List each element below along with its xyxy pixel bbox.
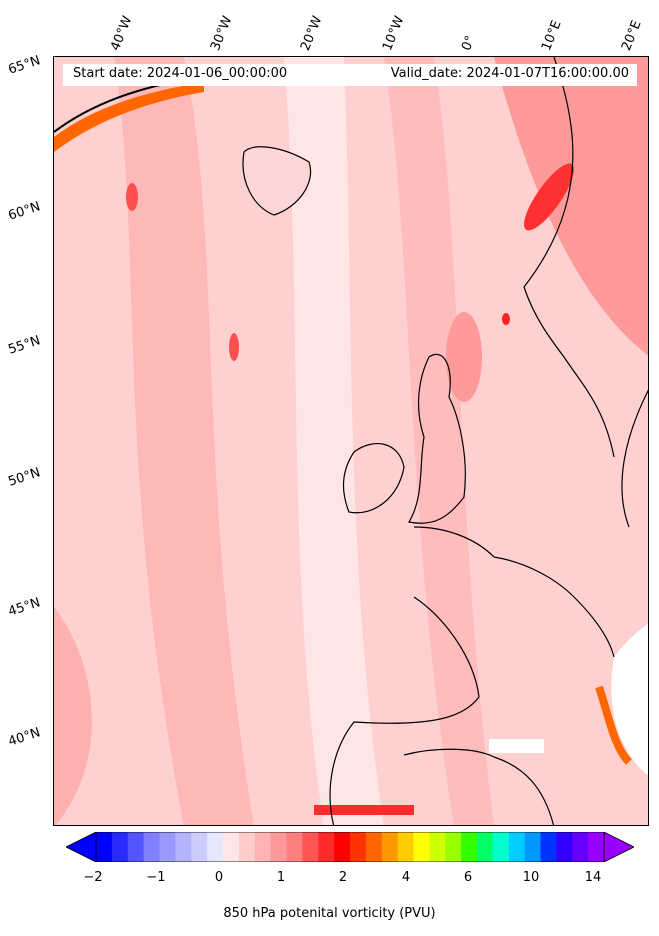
cb-tick-6: 6 <box>463 870 473 885</box>
pv-greenland-ridge <box>54 82 204 152</box>
lon-label-20e: 20°E <box>619 18 645 53</box>
colorbar-swatch <box>318 832 335 862</box>
colorbar-extend-max <box>603 832 634 862</box>
pv-band-east <box>384 57 494 825</box>
colorbar-swatch <box>381 832 399 862</box>
colorbar-extend-min <box>66 832 97 862</box>
header-strip <box>63 64 637 86</box>
colorbar-swatch <box>524 832 541 862</box>
lat-label-45n: 45°N <box>6 595 43 620</box>
pv-band-west <box>114 57 254 825</box>
colorbar-swatch <box>302 832 319 862</box>
iberia-coast <box>329 596 480 825</box>
lon-label-30w: 30°W <box>208 14 236 53</box>
colorbar-swatch <box>556 832 573 862</box>
pv-band-mid <box>284 57 384 825</box>
colorbar-swatch <box>397 832 414 862</box>
pv-spot-northsea <box>502 313 510 325</box>
colorbar-swatch <box>96 832 113 862</box>
lat-label-65n: 65°N <box>6 53 43 78</box>
pv-italy-ridge <box>595 685 632 765</box>
iceland-coast <box>242 146 312 216</box>
africa-mask <box>489 739 544 753</box>
cb-tick-0: 0 <box>214 870 224 885</box>
colorbar-swatch <box>286 832 303 862</box>
ireland-coast <box>343 443 405 514</box>
cb-tick-4: 4 <box>401 870 411 885</box>
colorbar-swatch <box>429 832 446 862</box>
colorbar-frame <box>95 832 605 862</box>
britain-coast <box>408 353 466 524</box>
colorbar-swatch <box>143 832 160 862</box>
cb-tick-10: 10 <box>522 870 540 885</box>
pv-map <box>53 56 649 826</box>
start-date-label: Start date: 2024-01-06_00:00:00 <box>73 66 288 81</box>
cb-tick-2: 2 <box>338 870 348 885</box>
colorbar-swatch <box>223 832 240 862</box>
colorbar-swatch <box>540 832 557 862</box>
pv-max-norway <box>524 163 574 231</box>
pv-band-atlas <box>314 805 414 815</box>
colorbar-swatch <box>508 832 526 862</box>
colorbar-swatch <box>572 832 589 862</box>
pv-max-northsea <box>446 312 482 402</box>
colorbar-swatch <box>191 832 208 862</box>
lat-label-40n: 40°N <box>6 725 43 750</box>
baltic-coast <box>621 389 648 528</box>
pv-spot-central <box>229 333 239 361</box>
pv-band-norway <box>494 57 648 356</box>
colorbar-swatch <box>477 832 494 862</box>
colorbar-swatch <box>445 832 462 862</box>
colorbar-swatch <box>207 832 224 862</box>
lon-label-10w: 10°W <box>380 14 408 53</box>
lon-label-10e: 10°E <box>539 18 565 53</box>
colorbar-swatch <box>492 832 510 862</box>
colorbar-swatch <box>159 832 176 862</box>
lon-label-20w: 20°W <box>298 14 326 53</box>
colorbar-swatch <box>254 832 272 862</box>
colorbar-swatch <box>270 832 287 862</box>
colorbar-swatch <box>334 832 351 862</box>
colorbar-swatch <box>350 832 367 862</box>
colorbar-swatch <box>461 832 478 862</box>
italy-mask <box>611 623 648 776</box>
lat-label-50n: 50°N <box>6 465 43 490</box>
colorbar-swatch <box>127 832 145 862</box>
lat-label-60n: 60°N <box>6 199 43 224</box>
pv-field-svg <box>54 57 648 825</box>
pv-band-sw <box>54 607 92 825</box>
valid-date-label: Valid_date: 2024-01-07T16:00:00.00 <box>390 66 629 81</box>
north-africa-coast <box>403 748 555 825</box>
cb-tick-1: 1 <box>276 870 286 885</box>
colorbar-swatch <box>111 832 129 862</box>
colorbar-swatch <box>365 832 383 862</box>
colorbar-swatch <box>413 832 430 862</box>
lon-label-40w: 40°W <box>108 14 136 53</box>
lon-label-0: 0° <box>459 33 479 53</box>
cb-tick-neg2: −2 <box>83 870 103 885</box>
lat-label-55n: 55°N <box>6 333 43 358</box>
colorbar-swatch <box>238 832 256 862</box>
scandinavia-coast <box>523 57 615 458</box>
cb-tick-14: 14 <box>584 870 602 885</box>
pv-spot-west <box>126 183 138 211</box>
colorbar-title: 850 hPa potenital vorticity (PVU) <box>223 906 436 921</box>
colorbar-swatch <box>175 832 192 862</box>
colorbar-swatch <box>588 832 605 862</box>
cb-tick-neg1: −1 <box>146 870 166 885</box>
colorbar <box>66 832 634 862</box>
france-coast <box>413 526 615 658</box>
